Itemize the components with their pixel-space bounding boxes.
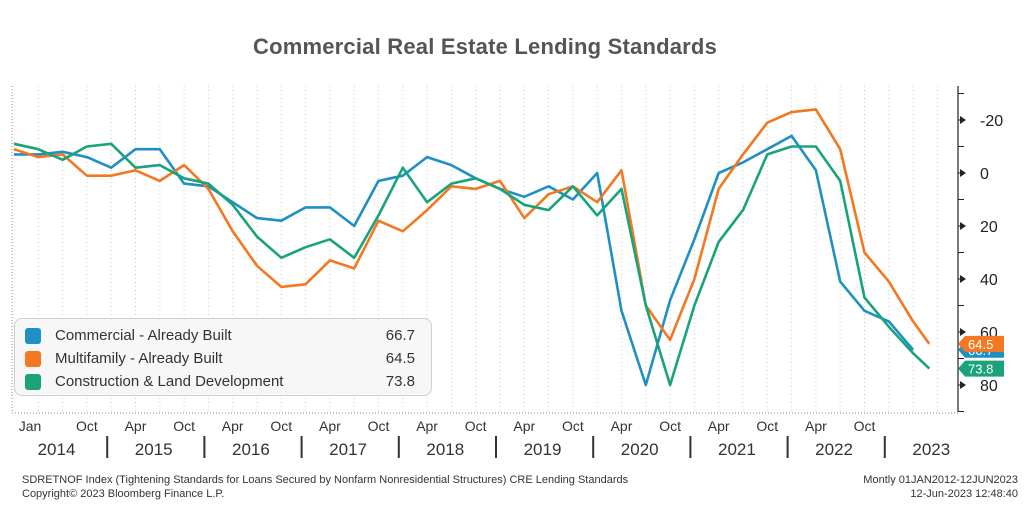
footer-range: Montly 01JAN2012-12JUN2023: [863, 474, 1018, 486]
y-tick-mark: [960, 328, 966, 336]
year-label: 2018: [426, 440, 464, 459]
y-tick-mark: [960, 116, 966, 124]
legend-item: Multifamily - Already Built 64.5: [25, 348, 419, 370]
y-tick-mark: [960, 275, 966, 283]
value-tag-label: 64.5: [968, 337, 993, 352]
y-tick-mark: [960, 381, 966, 389]
month-label: Oct: [76, 418, 98, 434]
legend-label: Multifamily - Already Built: [55, 350, 223, 367]
footer-copyright: Copyright© 2023 Bloomberg Finance L.P.: [22, 488, 225, 500]
legend-value: 66.7: [385, 327, 415, 344]
year-label: 2015: [135, 440, 173, 459]
year-label: 2016: [232, 440, 270, 459]
month-label: Oct: [854, 418, 876, 434]
y-tick-label: -20: [980, 113, 1003, 130]
year-label: 2022: [815, 440, 853, 459]
axes: 2014 2015 2016 2017 2018 2019 2020 2021 2022 2023…: [11, 86, 1003, 459]
y-tick-label: 0: [980, 166, 989, 183]
legend-swatch-multifamily: [25, 351, 41, 367]
legend: Commercial - Already Built 66.7 Multifam…: [14, 318, 432, 396]
footer-source: SDRETNOF Index (Tightening Standards for…: [22, 474, 629, 486]
month-label: Apr: [319, 418, 341, 434]
month-label: Apr: [125, 418, 147, 434]
month-label: Apr: [805, 418, 827, 434]
value-tag-label: 73.8: [968, 362, 993, 377]
year-label: 2017: [329, 440, 367, 459]
month-label: Oct: [756, 418, 778, 434]
chart-title: Commercial Real Estate Lending Standards: [252, 34, 718, 59]
y-tick-mark: [960, 169, 966, 177]
year-label: 2023: [912, 440, 950, 459]
month-label: Oct: [173, 418, 195, 434]
month-label: Oct: [368, 418, 390, 434]
month-label: Apr: [416, 418, 438, 434]
legend-label: Commercial - Already Built: [55, 327, 232, 344]
month-label: Oct: [659, 418, 681, 434]
month-label: Apr: [611, 418, 633, 434]
footer-timestamp: 12-Jun-2023 12:48:40: [910, 488, 1018, 500]
y-tick-mark: [960, 222, 966, 230]
footer-right: Montly 01JAN2012-12JUN2023 12-Jun-2023 1…: [863, 473, 1018, 501]
year-label: 2021: [718, 440, 756, 459]
series-lines: [13, 108, 931, 387]
line-chart: 2014 2015 2016 2017 2018 2019 2020 2021 2022 2023…: [11, 86, 1004, 459]
month-label: Apr: [708, 418, 730, 434]
month-label: Oct: [562, 418, 584, 434]
month-label: Apr: [222, 418, 244, 434]
legend-label: Construction & Land Development: [55, 373, 284, 390]
month-label: Apr: [513, 418, 535, 434]
legend-item: Commercial - Already Built 66.7: [25, 325, 419, 347]
footer-left: SDRETNOF Index (Tightening Standards for…: [22, 473, 628, 501]
legend-item: Construction & Land Development 73.8: [25, 371, 419, 393]
series-line-2: [13, 142, 931, 387]
year-label: 2020: [621, 440, 659, 459]
y-tick-label: 40: [980, 272, 998, 289]
value-tag-bg: [958, 360, 1004, 377]
legend-swatch-construction: [25, 374, 41, 390]
series-line-0: [14, 134, 915, 387]
y-tick-label: 20: [980, 219, 998, 236]
month-label: Oct: [270, 418, 292, 434]
month-label: Oct: [465, 418, 487, 434]
value-tag-bg: [958, 335, 1004, 352]
month-label: Jan: [19, 418, 42, 434]
year-label: 2014: [38, 440, 76, 459]
value-tag-2: 73.8: [958, 360, 1004, 377]
legend-swatch-commercial: [25, 328, 41, 344]
legend-value: 64.5: [385, 350, 415, 367]
legend-value: 73.8: [385, 373, 415, 390]
value-tag-1: 64.5: [958, 335, 1004, 352]
last-value-tags: 66.764.573.8: [958, 335, 1004, 377]
y-tick-label: 80: [980, 378, 998, 395]
series-line-1: [13, 108, 931, 345]
year-label: 2019: [524, 440, 562, 459]
